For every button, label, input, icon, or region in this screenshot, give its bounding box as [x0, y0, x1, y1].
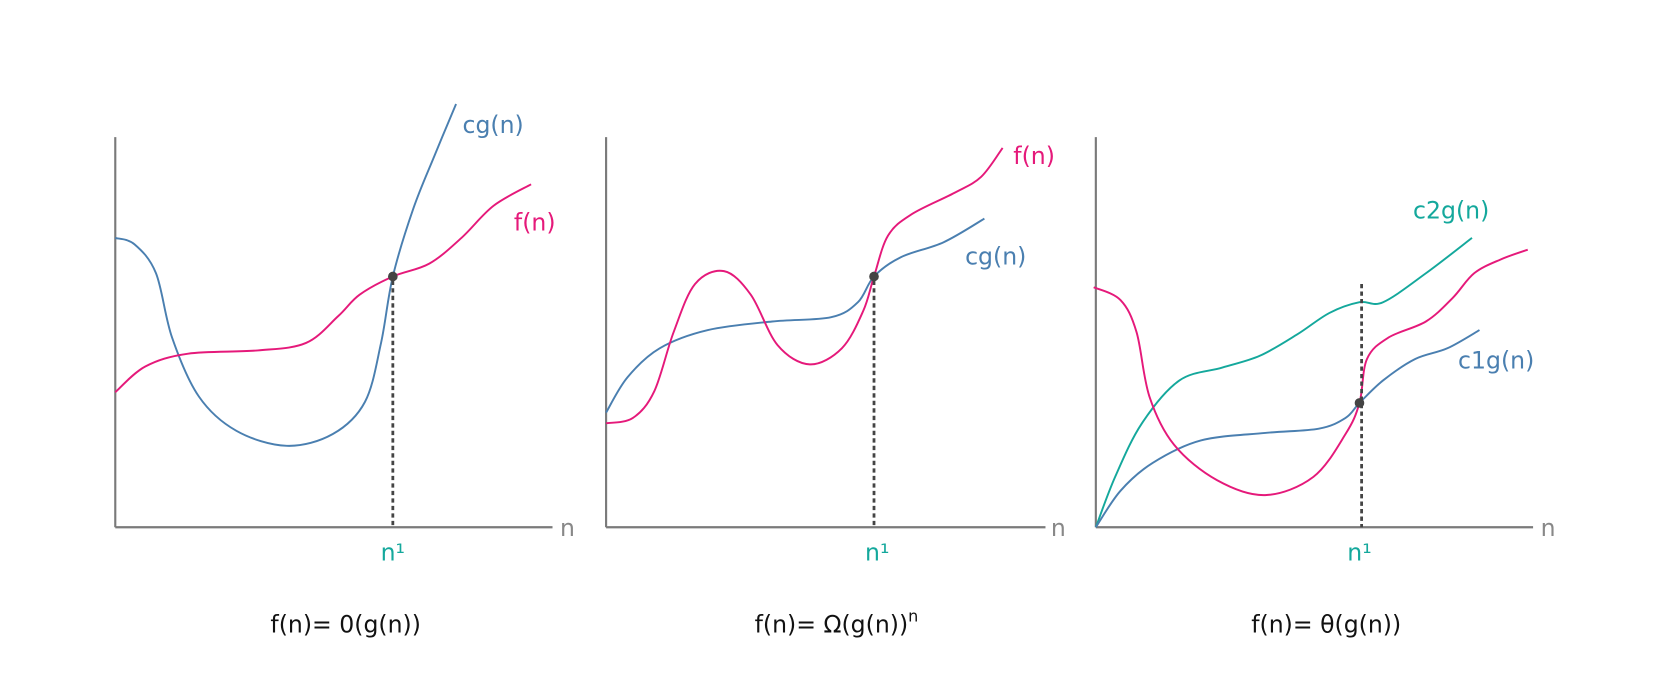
cg-curve — [114, 103, 457, 447]
cg-label: cg(n) — [462, 111, 523, 139]
threshold-label: n¹ — [381, 538, 405, 566]
panel-theta: n c2g(n) c1g(n) n¹ f(n)= θ(g(n)) — [1093, 137, 1556, 638]
caption: f(n)= Ω(g(n))n — [755, 607, 919, 639]
c1g-curve — [1095, 329, 1480, 528]
panel-big-omega: n f(n) cg(n) n¹ f(n)= Ω(g(n))n — [605, 137, 1066, 639]
f-curve — [1093, 248, 1529, 497]
threshold-label: n¹ — [865, 538, 889, 566]
panel-big-o: n cg(n) f(n) n¹ f(n)= 0(g(n)) — [114, 103, 575, 638]
threshold-label: n¹ — [1347, 538, 1371, 566]
intersection-point — [869, 271, 879, 282]
x-axis-label: n — [1051, 514, 1066, 542]
caption: f(n)= θ(g(n)) — [1251, 610, 1401, 638]
f-label: f(n) — [1013, 142, 1055, 170]
caption-text: f(n)= Ω(g(n)) — [755, 610, 909, 638]
x-axis-label: n — [1541, 514, 1556, 542]
c2g-curve — [1094, 237, 1473, 528]
cg-label: cg(n) — [965, 243, 1026, 271]
caption-superscript: n — [908, 607, 918, 626]
cg-curve — [605, 217, 985, 414]
intersection-point — [1354, 398, 1365, 408]
x-axis-label: n — [560, 514, 575, 542]
caption: f(n)= 0(g(n)) — [270, 610, 421, 638]
f-label: f(n) — [514, 208, 556, 236]
c2g-label: c2g(n) — [1413, 197, 1489, 225]
c1g-label: c1g(n) — [1458, 347, 1534, 375]
intersection-point — [388, 271, 398, 282]
f-curve — [114, 183, 532, 393]
f-curve — [605, 147, 1004, 425]
